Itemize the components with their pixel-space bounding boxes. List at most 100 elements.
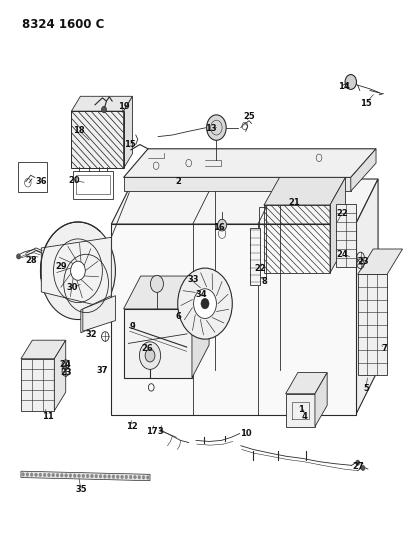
- Circle shape: [39, 473, 42, 477]
- Text: 3: 3: [157, 427, 163, 437]
- FancyBboxPatch shape: [249, 228, 259, 285]
- Polygon shape: [263, 177, 345, 205]
- Circle shape: [65, 474, 67, 477]
- Text: 24: 24: [60, 360, 72, 369]
- Circle shape: [146, 475, 149, 479]
- Circle shape: [60, 474, 63, 477]
- Text: 19: 19: [117, 102, 129, 111]
- Polygon shape: [350, 149, 375, 191]
- Text: 24: 24: [335, 251, 347, 260]
- Circle shape: [217, 219, 226, 231]
- Bar: [21, 359, 54, 411]
- Circle shape: [206, 115, 226, 140]
- Text: 20: 20: [68, 176, 79, 185]
- Circle shape: [133, 475, 136, 479]
- Circle shape: [129, 475, 132, 479]
- Text: 2: 2: [175, 177, 181, 186]
- Circle shape: [344, 75, 355, 90]
- Text: 33: 33: [187, 275, 199, 284]
- Text: 17: 17: [146, 427, 157, 437]
- Bar: [263, 205, 329, 273]
- Polygon shape: [285, 373, 326, 394]
- Circle shape: [52, 473, 54, 477]
- Bar: [357, 274, 386, 375]
- Polygon shape: [357, 249, 402, 274]
- Text: 9: 9: [129, 322, 135, 331]
- Polygon shape: [111, 179, 377, 224]
- Text: 34: 34: [196, 289, 207, 298]
- Polygon shape: [111, 224, 355, 415]
- Text: 18: 18: [73, 126, 84, 135]
- Polygon shape: [285, 394, 314, 426]
- Polygon shape: [21, 340, 65, 359]
- Text: 8324 1600 C: 8324 1600 C: [22, 18, 104, 31]
- Text: 21: 21: [287, 198, 299, 207]
- Circle shape: [116, 475, 119, 479]
- Circle shape: [137, 475, 140, 479]
- Circle shape: [142, 475, 145, 479]
- Text: 11: 11: [42, 411, 54, 421]
- Bar: [71, 111, 123, 168]
- Text: 36: 36: [36, 177, 47, 186]
- Text: 16: 16: [213, 223, 225, 232]
- Polygon shape: [123, 309, 191, 378]
- Text: 26: 26: [141, 344, 153, 353]
- Bar: [263, 205, 329, 273]
- Text: 30: 30: [67, 283, 78, 292]
- Polygon shape: [71, 96, 132, 111]
- Circle shape: [177, 268, 232, 339]
- Text: 28: 28: [25, 256, 36, 265]
- Text: 1: 1: [297, 405, 303, 414]
- Text: 10: 10: [239, 429, 251, 438]
- Bar: [71, 111, 123, 168]
- Circle shape: [99, 474, 102, 478]
- Polygon shape: [123, 177, 350, 191]
- Circle shape: [47, 473, 50, 477]
- Circle shape: [40, 222, 115, 319]
- Text: 27: 27: [351, 463, 363, 471]
- Circle shape: [120, 475, 123, 479]
- Text: 15: 15: [124, 140, 135, 149]
- Circle shape: [360, 465, 364, 471]
- Polygon shape: [314, 373, 326, 426]
- Circle shape: [145, 349, 155, 362]
- Circle shape: [112, 475, 115, 479]
- Text: 5: 5: [362, 384, 368, 393]
- Bar: [335, 204, 355, 266]
- Circle shape: [69, 474, 72, 478]
- Text: 12: 12: [126, 422, 137, 431]
- Polygon shape: [123, 149, 375, 177]
- Circle shape: [86, 474, 89, 478]
- Text: 29: 29: [56, 262, 67, 271]
- Text: 13: 13: [205, 124, 216, 133]
- Polygon shape: [21, 471, 150, 481]
- Polygon shape: [83, 296, 115, 331]
- Circle shape: [22, 473, 25, 476]
- Circle shape: [139, 342, 160, 369]
- Circle shape: [56, 473, 59, 477]
- Circle shape: [43, 473, 46, 477]
- Circle shape: [125, 475, 128, 479]
- Circle shape: [90, 474, 93, 478]
- Circle shape: [103, 474, 106, 478]
- Circle shape: [34, 473, 37, 477]
- Text: 37: 37: [97, 367, 108, 375]
- Text: 32: 32: [86, 330, 97, 339]
- Polygon shape: [123, 96, 132, 168]
- Polygon shape: [41, 237, 111, 309]
- Circle shape: [94, 474, 97, 478]
- Text: 22: 22: [254, 264, 265, 273]
- Text: 23: 23: [356, 257, 368, 265]
- Circle shape: [82, 474, 85, 478]
- Text: 22: 22: [335, 209, 347, 218]
- Circle shape: [77, 474, 80, 478]
- Circle shape: [30, 473, 33, 477]
- Text: 8: 8: [261, 277, 266, 286]
- Circle shape: [70, 261, 85, 280]
- Text: 35: 35: [75, 484, 86, 494]
- Circle shape: [355, 460, 359, 465]
- Text: 4: 4: [301, 411, 307, 421]
- Circle shape: [150, 276, 163, 293]
- Text: 25: 25: [243, 112, 254, 122]
- Circle shape: [108, 475, 110, 478]
